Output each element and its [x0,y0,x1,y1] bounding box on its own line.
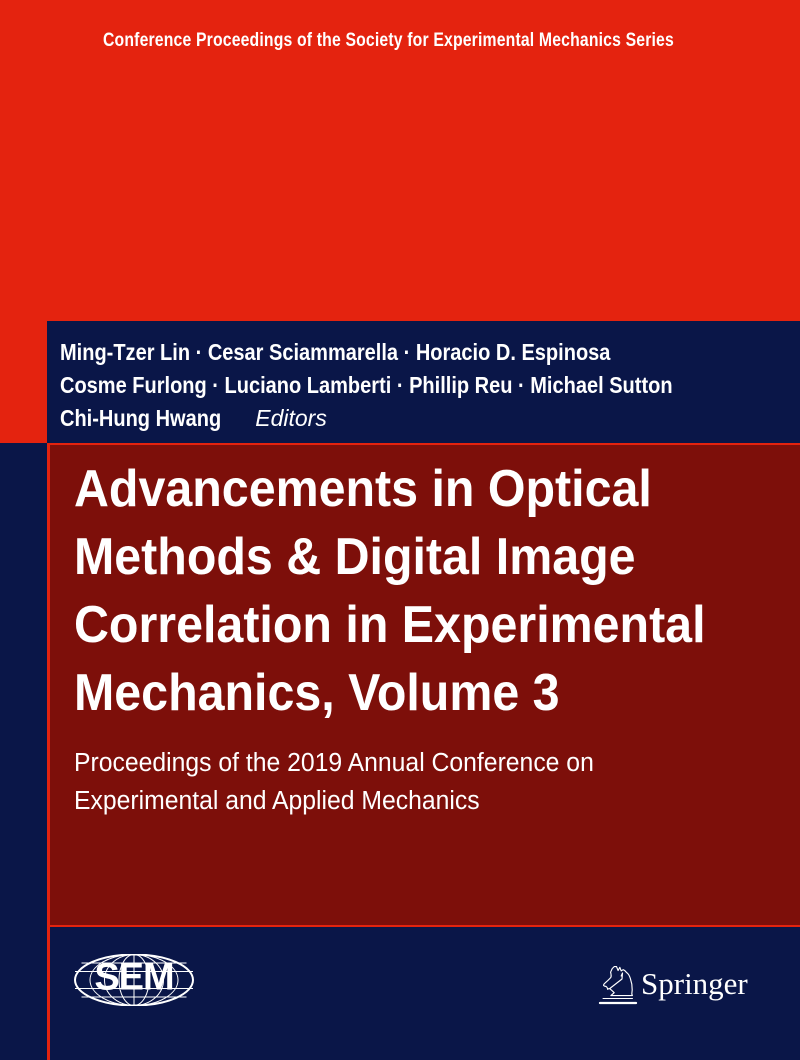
svg-text:SEM: SEM [94,957,173,999]
svg-text:Springer: Springer [641,966,748,1001]
